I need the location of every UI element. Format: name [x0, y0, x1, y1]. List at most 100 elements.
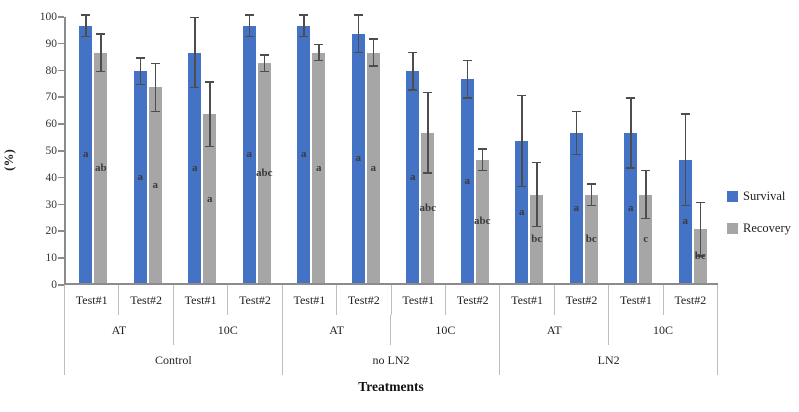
significance-letter: bc	[585, 232, 597, 245]
axis-label: Control	[64, 345, 283, 375]
y-tick-label: 80	[45, 64, 58, 77]
legend-item-recovery: Recovery	[727, 221, 791, 236]
bar-survival	[569, 132, 583, 283]
significance-letter: bc	[694, 250, 706, 263]
axis-label: 10C	[174, 315, 283, 345]
axis-label: Test#1	[609, 285, 664, 315]
error-bar-cap	[135, 57, 145, 59]
error-bar	[699, 202, 702, 257]
category-axis-row-2: AT 10C AT 10C AT 10C	[64, 315, 718, 345]
significance-letter: abc	[474, 215, 491, 228]
error-bar	[248, 15, 251, 37]
error-bar-cap	[532, 161, 542, 164]
axis-label: Test#1	[174, 285, 229, 315]
bar-recovery	[312, 52, 326, 283]
error-bar-cap	[680, 204, 690, 207]
bar-survival	[460, 79, 474, 283]
legend: Survival Recovery	[727, 189, 791, 253]
legend-swatch-survival	[727, 191, 738, 202]
error-bar	[209, 82, 211, 147]
bar-survival	[678, 159, 692, 283]
error-bar	[481, 149, 484, 171]
error-bar-cap	[641, 169, 651, 172]
bar-survival	[297, 25, 311, 283]
axis-label: Test#2	[228, 285, 283, 315]
y-tick-label: 40	[45, 171, 58, 184]
error-bar-cap	[408, 51, 418, 54]
error-bar-cap	[571, 153, 581, 156]
y-axis-title: (%)	[1, 149, 16, 171]
error-bar	[521, 95, 523, 187]
significance-letter: a	[316, 161, 322, 174]
axis-label: LN2	[500, 345, 719, 375]
error-bar-cap	[695, 255, 705, 257]
error-bar	[536, 162, 538, 227]
error-bar-cap	[150, 110, 160, 113]
error-bar	[372, 39, 375, 66]
significance-letter: a	[207, 192, 213, 205]
bar-survival	[133, 71, 147, 283]
error-bar-cap	[314, 43, 324, 46]
significance-letter: abc	[256, 167, 273, 180]
category-axis-row-3: Control no LN2 LN2	[64, 345, 719, 375]
axis-label: Test#2	[337, 285, 392, 315]
error-bar-cap	[353, 51, 363, 54]
error-bar-cap	[244, 14, 254, 16]
legend-item-survival: Survival	[727, 189, 791, 204]
error-bar	[590, 183, 593, 206]
legend-label-survival: Survival	[743, 189, 786, 203]
bar-survival	[515, 140, 529, 283]
error-bar-cap	[368, 38, 378, 40]
category-axis: Test#1 Test#2 Test#1 Test#2 Test#1 Test#2 Test…	[64, 285, 719, 375]
y-tick-mark	[58, 42, 64, 45]
bar-recovery	[203, 114, 217, 283]
error-bar-cap	[96, 33, 106, 35]
y-tick-label: 60	[45, 118, 58, 131]
error-bar-cap	[299, 35, 309, 38]
error-bar	[630, 98, 632, 168]
error-bar-cap	[532, 225, 542, 228]
significance-letter: a	[682, 215, 689, 228]
y-tick-mark	[58, 284, 64, 286]
error-bar	[427, 92, 429, 174]
bar-recovery	[366, 52, 380, 283]
axis-label: Test#1	[283, 285, 338, 315]
plot-area: a ab a a a a a abc a a a a a abc a abc a bc a bc a c a bc	[64, 14, 718, 285]
y-tick-mark	[58, 96, 64, 98]
significance-letter: c	[643, 232, 649, 245]
y-tick-mark	[58, 176, 64, 179]
significance-letter: a	[370, 161, 377, 174]
error-bar-cap	[244, 35, 254, 38]
axis-label: AT	[500, 315, 610, 345]
y-tick-mark	[58, 16, 64, 18]
error-bar	[645, 170, 647, 219]
axis-label: AT	[64, 315, 174, 345]
error-bar-cap	[626, 97, 636, 99]
significance-letter: a	[192, 161, 198, 174]
error-bar-cap	[586, 204, 596, 207]
bar-survival	[406, 71, 420, 283]
significance-letter: a	[464, 175, 471, 188]
error-bar-cap	[353, 14, 363, 16]
error-bar	[575, 111, 578, 155]
bar-survival	[242, 25, 256, 283]
error-bar-cap	[641, 217, 651, 220]
error-bar	[154, 63, 157, 112]
error-bar	[85, 15, 87, 37]
axis-label: Test#2	[555, 285, 610, 315]
error-bar-cap	[680, 113, 690, 115]
bar-recovery	[257, 63, 271, 283]
legend-swatch-recovery	[727, 223, 738, 234]
x-axis-title: Treatments	[358, 379, 424, 394]
legend-label-recovery: Recovery	[743, 221, 791, 235]
axis-label: Test#1	[500, 285, 555, 315]
bar-recovery	[421, 132, 435, 283]
bar-recovery	[94, 52, 108, 283]
y-tick-mark	[58, 150, 64, 152]
category-axis-row-1: Test#1 Test#2 Test#1 Test#2 Test#1 Test#2 Test…	[64, 285, 719, 315]
bar-recovery	[148, 87, 162, 283]
axis-label: no LN2	[283, 345, 501, 375]
significance-letter: a	[301, 148, 307, 161]
error-bar-cap	[135, 83, 145, 86]
